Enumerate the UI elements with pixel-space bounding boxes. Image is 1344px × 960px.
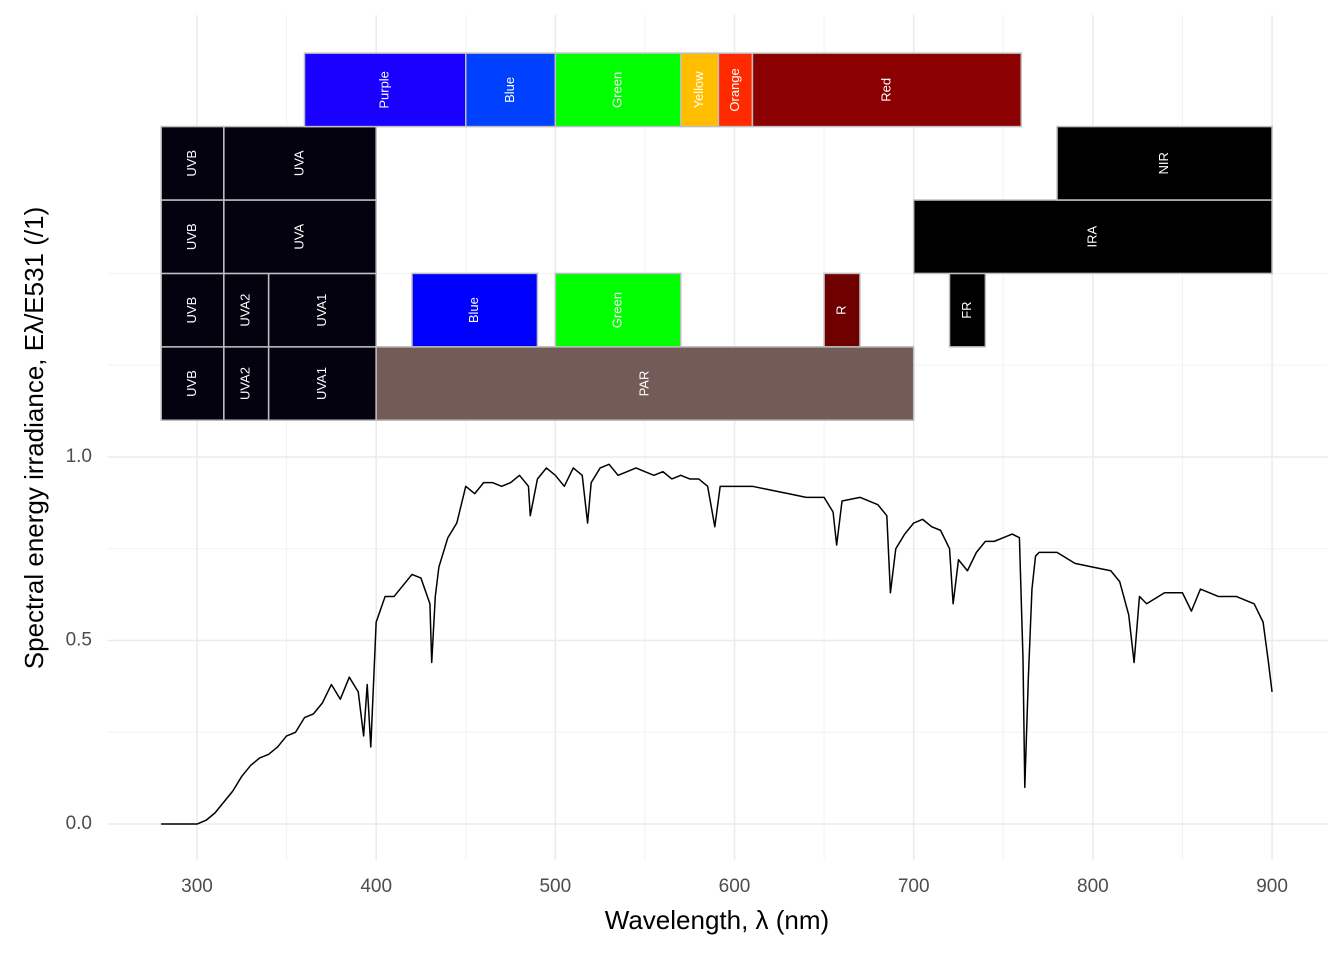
waveband-label: UVA2 [238,367,253,400]
waveband [465,52,557,128]
waveband-label: UVA2 [238,294,253,327]
waveband-label: UVA1 [314,367,329,400]
waveband [223,199,377,275]
waveband [1056,125,1273,201]
x-tick-label: 500 [539,876,571,897]
x-tick-label: 900 [1256,876,1288,897]
waveband [823,272,861,348]
waveband-label: NIR [1156,152,1171,174]
waveband [948,272,987,348]
waveband-label: IRA [1084,226,1099,248]
waveband-label: FR [959,301,974,318]
x-tick-label: 700 [898,876,930,897]
y-tick-label: 0.0 [66,813,92,834]
waveband-label: Red [878,78,893,102]
y-axis-title: Spectral energy irradiance, Eλ/E531 (/1) [19,207,49,669]
waveband-label: UVA [291,224,306,250]
spectrum-line [161,463,1273,825]
waveband-label: UVA1 [314,294,329,327]
waveband [912,199,1273,275]
waveband-label: Purple [377,71,392,109]
waveband [554,272,682,348]
waveband-label: PAR [636,371,651,397]
waveband-label: UVB [184,150,199,177]
y-tick-label: 0.5 [66,630,92,651]
waveband [680,52,720,128]
waveband-label: R [833,305,848,314]
waveband-label: Blue [466,297,481,323]
waveband [751,52,1022,128]
waveband-label: Orange [727,68,742,111]
waveband [267,272,377,348]
waveband [267,346,377,421]
y-tick-label: 1.0 [66,446,92,467]
waveband-label: Green [609,292,624,328]
waveband [223,125,377,201]
waveband-label: UVA [291,150,306,176]
waveband [303,52,467,128]
waveband [223,272,270,348]
waveband-label: Yellow [691,71,706,109]
waveband [160,346,225,421]
x-tick-label: 600 [719,876,751,897]
waveband-label: UVB [184,297,199,324]
waveband [223,346,270,421]
x-tick-label: 300 [181,876,213,897]
x-tick-label: 800 [1077,876,1109,897]
waveband [411,272,539,348]
waveband-label: UVB [184,370,199,397]
x-tick-label: 400 [360,876,392,897]
waveband-label: Blue [502,77,517,103]
waveband-label: Green [609,72,624,108]
waveband [717,52,754,128]
x-axis-title: Wavelength, λ (nm) [605,905,829,935]
waveband [554,52,682,128]
waveband-label: UVB [184,223,199,250]
waveband [375,346,915,421]
